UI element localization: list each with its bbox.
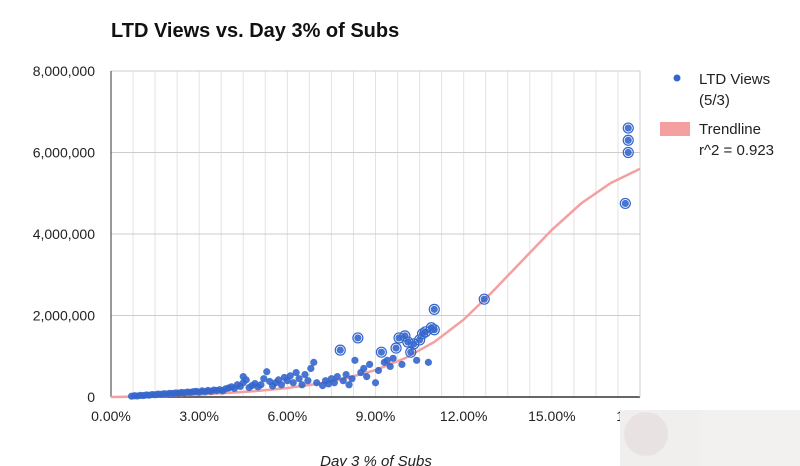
scatter-point — [430, 305, 438, 313]
legend-label-trendline: Trendline — [699, 121, 761, 138]
scatter-point — [392, 344, 400, 352]
scatter-point-ring — [478, 293, 490, 305]
scatter-point-ring — [619, 197, 631, 210]
scatter-point — [286, 372, 294, 380]
scatter-point — [336, 346, 344, 354]
scatter-point-ring — [428, 324, 440, 336]
x-tick-label: 9.00% — [356, 408, 396, 424]
scatter-point — [407, 348, 415, 356]
legend-label-scatter: (5/3) — [699, 92, 730, 109]
scatter-point-ring — [622, 146, 634, 159]
scatter-point — [289, 379, 297, 387]
scatter-point-ring — [428, 303, 440, 315]
scatter-point — [386, 362, 394, 371]
scatter-point — [339, 377, 347, 385]
scatter-point-ring — [416, 328, 429, 340]
scatter-point — [424, 358, 432, 366]
scatter-point — [292, 368, 300, 377]
scatter-point — [354, 334, 362, 342]
scatter-point-ring — [375, 346, 387, 358]
scatter-point — [330, 379, 338, 387]
scatter-point — [333, 373, 341, 381]
scatter-point — [624, 124, 632, 132]
y-tick-label: 4,000,000 — [33, 226, 95, 242]
scatter-point-ring — [425, 322, 437, 334]
y-tick-label: 6,000,000 — [33, 145, 95, 161]
scatter-point — [480, 295, 488, 303]
legend-marker-scatter — [673, 74, 681, 82]
scatter-point — [363, 373, 371, 381]
watermark-face-icon — [624, 412, 668, 456]
scatter-point-ring — [622, 134, 634, 146]
scatter-point — [366, 360, 374, 368]
scatter-point — [371, 379, 380, 387]
scatter-point-ring — [413, 334, 426, 346]
scatter-point — [383, 356, 391, 364]
scatter-point — [304, 377, 312, 385]
legend-marker-trendline — [660, 122, 690, 136]
scatter-point — [621, 199, 629, 208]
scatter-point — [260, 375, 268, 383]
watermark-box-right — [700, 410, 800, 466]
scatter-point — [313, 379, 321, 387]
grid-lines — [111, 70, 640, 397]
scatter-point — [257, 381, 265, 389]
scatter-point — [324, 380, 333, 388]
scatter-point — [351, 356, 359, 364]
scatter-point — [377, 348, 385, 356]
y-tick-label: 8,000,000 — [33, 63, 95, 79]
tick-labels: 0 2,000,000 4,000,000 6,000,000 8,000,000 0.0… — [33, 63, 664, 424]
axes — [110, 71, 641, 398]
scatter-point — [624, 136, 632, 144]
scatter-point — [310, 358, 318, 366]
x-axis-label: Day 3 % of Subs — [320, 453, 432, 466]
scatter-point — [389, 354, 397, 362]
scatter-point — [360, 364, 368, 373]
legend: LTD Views (5/3) Trendline r^2 = 0.923 — [660, 71, 774, 159]
scatter-point-ring — [405, 346, 417, 358]
scatter-point — [263, 368, 271, 376]
scatter-point-ring — [390, 342, 402, 354]
legend-label-scatter: LTD Views — [699, 71, 770, 88]
scatter-point-ring — [402, 336, 414, 348]
scatter-point — [624, 148, 632, 157]
x-tick-label: 12.00% — [440, 408, 487, 424]
scatter-point — [345, 381, 353, 389]
scatter-point — [242, 376, 250, 384]
scatter-point — [348, 375, 356, 383]
scatter-point — [307, 364, 315, 373]
scatter-point — [398, 360, 406, 368]
scatter-point-ring — [419, 326, 432, 338]
scatter-point — [342, 370, 350, 379]
y-tick-label: 2,000,000 — [33, 308, 95, 324]
y-tick-label: 0 — [87, 389, 95, 405]
scatter-series — [127, 122, 634, 400]
scatter-point — [301, 370, 309, 379]
scatter-point — [277, 381, 286, 389]
scatter-point — [295, 375, 303, 383]
scatter-point-ring — [334, 344, 346, 356]
x-tick-label: 3.00% — [179, 408, 219, 424]
chart-title: LTD Views vs. Day 3% of Subs — [111, 20, 400, 42]
scatter-point-ring — [622, 122, 634, 134]
scatter-point — [413, 356, 421, 364]
scatter-point-ring — [399, 330, 411, 342]
x-tick-label: 15.00% — [528, 408, 575, 424]
x-tick-label: 0.00% — [91, 408, 131, 424]
scatter-point-ring — [408, 338, 420, 350]
legend-label-trendline: r^2 = 0.923 — [699, 142, 774, 159]
scatter-point — [298, 381, 306, 389]
scatter-point — [374, 366, 383, 375]
scatter-point-ring — [352, 332, 364, 344]
x-tick-label: 6.00% — [267, 408, 307, 424]
